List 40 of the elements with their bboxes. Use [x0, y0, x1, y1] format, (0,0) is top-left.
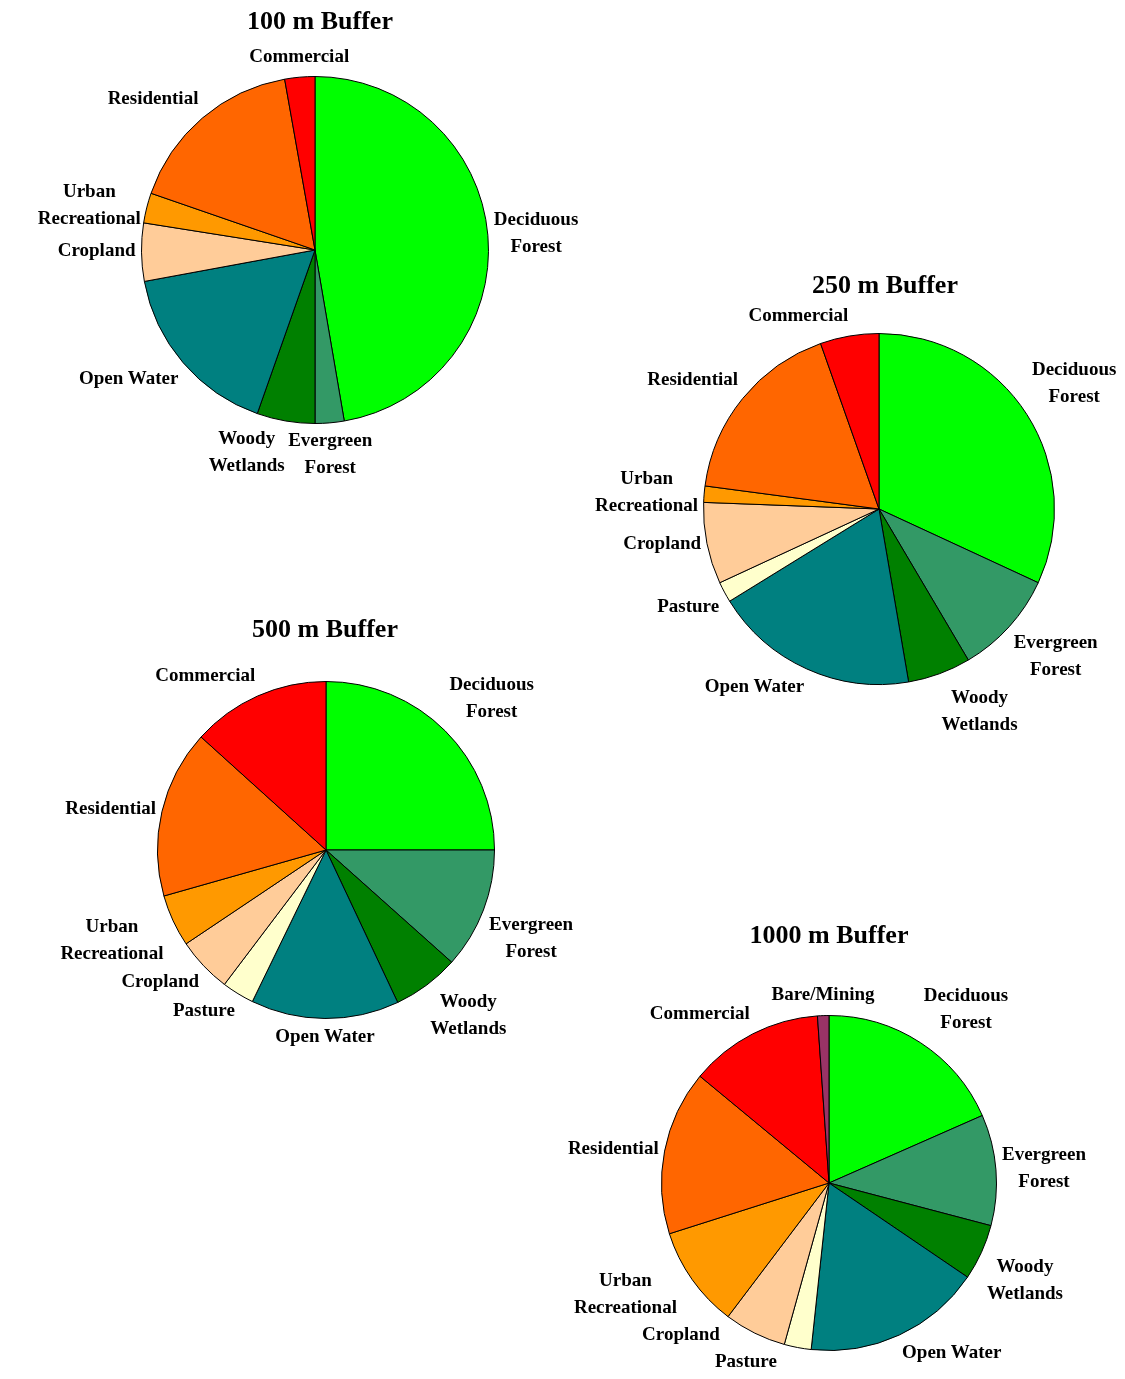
- slice-label: Bare/Mining: [771, 983, 876, 1005]
- slice-label: Evergreen Forest: [1001, 1142, 1087, 1191]
- chart-title: 100 m Buffer: [247, 5, 393, 35]
- slice-label: Commercial: [748, 303, 849, 325]
- slice-label: Cropland: [642, 1323, 721, 1345]
- slice-label: Deciduous Forest: [923, 984, 1009, 1033]
- slice-label: Open Water: [902, 1340, 1003, 1362]
- slice-label: Commercial: [155, 663, 256, 685]
- chart-title: 250 m Buffer: [812, 269, 958, 299]
- slice-label: Urban Recreational: [595, 467, 699, 516]
- slice-label: Woody Wetlands: [208, 427, 285, 476]
- slice-label: Residential: [567, 1136, 659, 1158]
- slice-label: Urban Recreational: [573, 1268, 677, 1317]
- slice-label: Urban Recreational: [37, 179, 141, 228]
- slice-label: Commercial: [649, 1002, 750, 1024]
- slice-label: Open Water: [275, 1024, 376, 1046]
- chart-title: 1000 m Buffer: [749, 919, 909, 949]
- slice-label: Commercial: [249, 44, 350, 66]
- slice-label: Evergreen Forest: [288, 429, 373, 478]
- slice-label: Woody Wetlands: [986, 1255, 1063, 1304]
- slice-label: Residential: [107, 86, 199, 108]
- slice-label: Deciduous Forest: [449, 673, 534, 722]
- slice-label: Cropland: [121, 970, 200, 992]
- slice-label: Pasture: [172, 999, 235, 1021]
- slice-label: Cropland: [57, 239, 136, 261]
- slice-label: Residential: [65, 797, 157, 819]
- slice-label: Woody Wetlands: [941, 685, 1018, 734]
- slice-label: Evergreen Forest: [489, 912, 574, 961]
- slice-label: Deciduous Forest: [493, 208, 579, 257]
- slice-label: Evergreen Forest: [1013, 631, 1099, 680]
- slice-label: Woody Wetlands: [430, 990, 507, 1039]
- slice-label: Pasture: [714, 1350, 777, 1372]
- slice-label: Pasture: [657, 595, 720, 617]
- chart-title: 500 m Buffer: [252, 613, 398, 643]
- slice-label: Open Water: [704, 674, 805, 696]
- slice-label: Deciduous Forest: [1031, 357, 1117, 406]
- slice-label: Open Water: [78, 366, 179, 388]
- slice-label: Urban Recreational: [60, 914, 164, 963]
- slice-label: Residential: [647, 368, 739, 390]
- slice-label: Cropland: [623, 531, 702, 553]
